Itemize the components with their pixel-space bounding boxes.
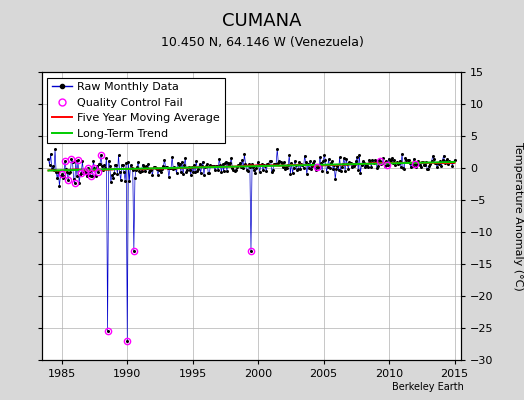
Text: 10.450 N, 64.146 W (Venezuela): 10.450 N, 64.146 W (Venezuela) bbox=[160, 36, 364, 49]
Legend: Raw Monthly Data, Quality Control Fail, Five Year Moving Average, Long-Term Tren: Raw Monthly Data, Quality Control Fail, … bbox=[48, 78, 225, 143]
Y-axis label: Temperature Anomaly (°C): Temperature Anomaly (°C) bbox=[513, 142, 523, 290]
Text: Berkeley Earth: Berkeley Earth bbox=[392, 382, 464, 392]
Text: CUMANA: CUMANA bbox=[222, 12, 302, 30]
